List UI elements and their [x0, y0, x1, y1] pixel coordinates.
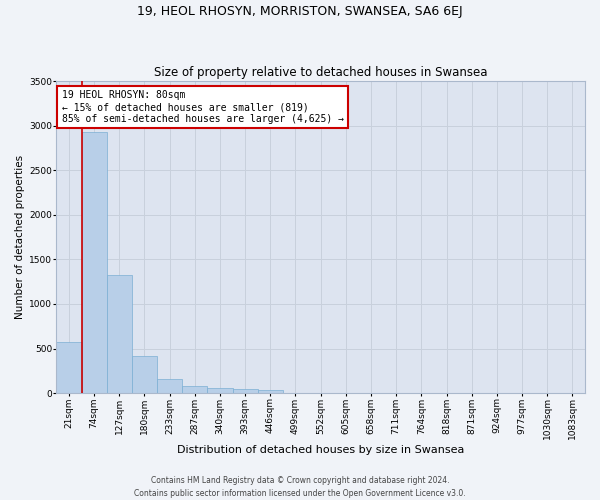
- Text: Contains HM Land Registry data © Crown copyright and database right 2024.
Contai: Contains HM Land Registry data © Crown c…: [134, 476, 466, 498]
- Title: Size of property relative to detached houses in Swansea: Size of property relative to detached ho…: [154, 66, 487, 78]
- Y-axis label: Number of detached properties: Number of detached properties: [15, 155, 25, 319]
- Bar: [233, 389, 258, 393]
- Bar: [157, 380, 182, 393]
- Text: 19, HEOL RHOSYN, MORRISTON, SWANSEA, SA6 6EJ: 19, HEOL RHOSYN, MORRISTON, SWANSEA, SA6…: [137, 5, 463, 18]
- Bar: [56, 342, 82, 393]
- Bar: [107, 276, 132, 393]
- Bar: [208, 388, 233, 393]
- Bar: [132, 356, 157, 393]
- X-axis label: Distribution of detached houses by size in Swansea: Distribution of detached houses by size …: [177, 445, 464, 455]
- Bar: [182, 386, 208, 393]
- Bar: [258, 390, 283, 393]
- Bar: [82, 132, 107, 393]
- Text: 19 HEOL RHOSYN: 80sqm
← 15% of detached houses are smaller (819)
85% of semi-det: 19 HEOL RHOSYN: 80sqm ← 15% of detached …: [62, 90, 344, 124]
